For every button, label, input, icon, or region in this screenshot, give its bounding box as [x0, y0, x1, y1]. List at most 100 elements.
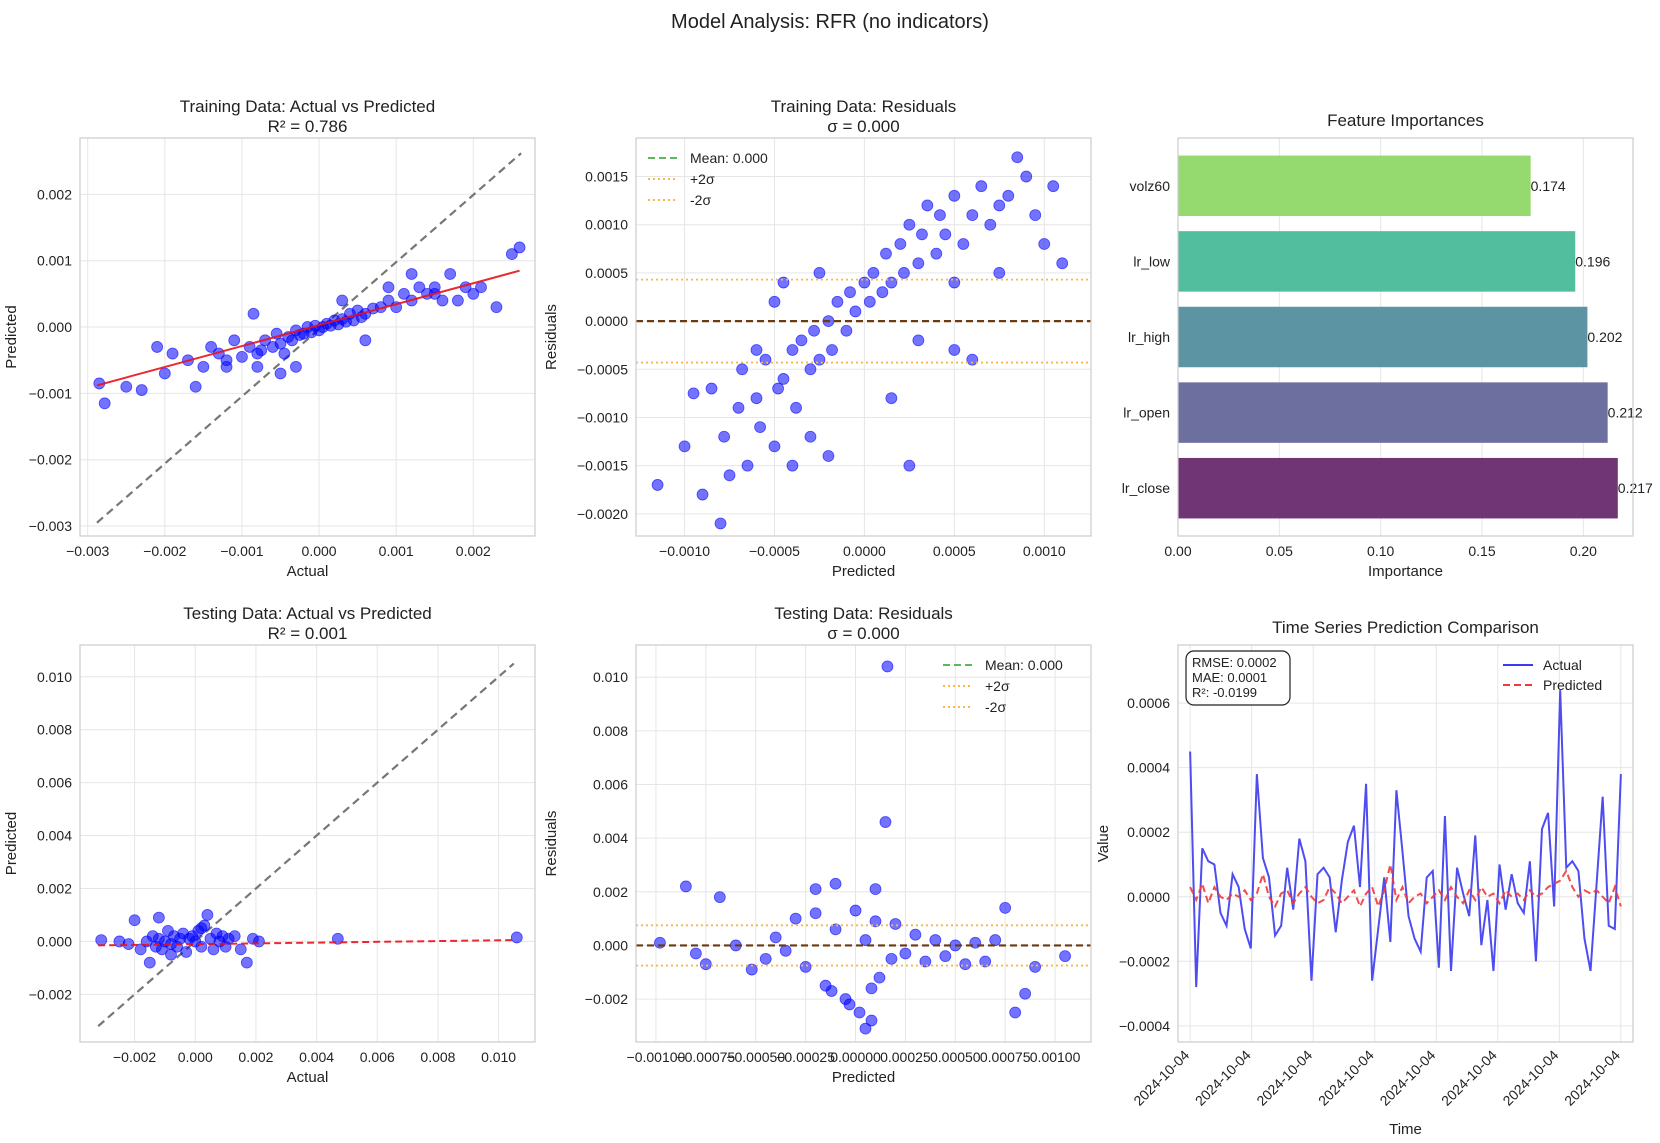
data-point: [873, 971, 886, 984]
data-point: [885, 276, 898, 289]
x-tick-label: 0.00075: [980, 1049, 1031, 1065]
data-point: [826, 344, 838, 356]
subplot-importances: Feature Importances 0.00 0.05 0.10 0.15 0.20 v…: [1122, 111, 1653, 580]
y-tick-label: 0.006: [37, 775, 72, 791]
data-point: [151, 341, 164, 353]
subplot-title: Testing Data: Actual vs Predicted: [183, 604, 432, 623]
data-point: [359, 334, 372, 347]
data-point: [909, 928, 922, 941]
data-point: [829, 877, 842, 890]
y-tick-label: 0.0015: [585, 169, 628, 185]
data-point: [95, 934, 108, 947]
series-line-predicted: [1189, 864, 1622, 910]
x-tick-label: 0.002: [238, 1049, 273, 1065]
data-point: [120, 380, 133, 393]
legend-label: Mean: 0.000: [690, 150, 768, 166]
data-point: [336, 294, 349, 307]
x-tick-label: 0.00: [1164, 543, 1191, 559]
regression-line: [98, 939, 514, 947]
y-tick-label: 0.001: [37, 253, 72, 269]
x-gridlines: [684, 138, 1045, 536]
data-point: [251, 360, 264, 373]
data-point: [1056, 257, 1069, 270]
data-point: [201, 909, 214, 921]
data-point: [777, 373, 790, 385]
y-tick-label: 0.004: [37, 828, 72, 844]
x-tick-label: 0.008: [420, 1049, 455, 1065]
scatter-points: [654, 660, 1071, 1035]
data-point: [290, 360, 302, 373]
y-tick-label: 0.000: [593, 937, 628, 953]
stats-text: MAE: 0.0001: [1192, 670, 1267, 685]
data-point: [984, 218, 997, 231]
data-point: [736, 363, 749, 376]
data-point: [234, 943, 247, 956]
x-tick-label: 2024-10-04: [1315, 1047, 1377, 1109]
y-tick-label: 0.010: [593, 669, 628, 685]
data-point: [1002, 189, 1015, 202]
data-point: [939, 950, 952, 963]
data-point: [858, 276, 871, 289]
data-point: [959, 958, 972, 971]
axes-frame: [1177, 644, 1634, 1043]
bar-value-label: 0.212: [1608, 405, 1643, 421]
data-point: [808, 324, 820, 337]
data-point: [899, 947, 912, 960]
data-point: [885, 952, 898, 965]
data-point: [859, 934, 872, 946]
data-point: [714, 517, 727, 530]
y-gridlines: [80, 676, 535, 995]
x-tick-label: 2024-10-04: [1253, 1047, 1315, 1109]
data-point: [863, 295, 876, 308]
x-tick-label: 0.10: [1367, 543, 1394, 559]
data-point: [865, 1014, 878, 1027]
data-point: [98, 397, 111, 410]
data-point: [689, 947, 702, 960]
data-point: [143, 956, 156, 969]
data-point: [713, 891, 726, 904]
x-tick-label: 0.05: [1266, 543, 1293, 559]
y-tick-label: 0.0006: [1127, 695, 1170, 711]
x-tick-label: 0.0010: [1023, 543, 1066, 559]
y-tick-label: 0.002: [37, 186, 72, 202]
data-point: [934, 209, 946, 221]
axes-frame: [79, 644, 536, 1043]
data-point: [885, 392, 898, 405]
data-point: [768, 440, 781, 453]
x-tick-label: 0.00050: [930, 1049, 981, 1065]
subplot-subtitle: σ = 0.000: [827, 624, 899, 643]
data-point: [859, 1022, 872, 1035]
data-point: [948, 344, 961, 356]
legend: Mean: 0.000 +2σ -2σ: [943, 657, 1063, 715]
data-point: [948, 189, 961, 202]
y-tick-label: −0.001: [29, 385, 72, 401]
figure-title: Model Analysis: RFR (no indicators): [671, 11, 989, 33]
data-point: [879, 816, 892, 828]
legend: Mean: 0.000 +2σ -2σ: [648, 150, 768, 208]
data-point: [247, 307, 260, 320]
data-point: [889, 918, 902, 930]
data-point: [813, 353, 826, 366]
data-point: [786, 459, 799, 472]
data-point: [205, 341, 218, 353]
legend-label: Actual: [1543, 657, 1582, 673]
data-point: [166, 347, 179, 360]
data-point: [180, 946, 193, 958]
data-point: [228, 334, 241, 347]
data-point: [975, 180, 988, 193]
y-tick-label: 0.0010: [585, 217, 628, 233]
data-point: [750, 392, 763, 405]
data-point: [134, 943, 147, 956]
y-tick-label: 0.004: [593, 830, 628, 846]
axes-frame: [79, 137, 536, 537]
subplot-title: Training Data: Actual vs Predicted: [180, 97, 435, 116]
x-tick-label: 2024-10-04: [1499, 1047, 1561, 1109]
data-point: [436, 294, 449, 307]
y-tick-label: −0.0010: [577, 409, 628, 425]
data-point: [687, 387, 700, 400]
data-point: [957, 238, 970, 250]
x-axis-label: Actual: [287, 1069, 329, 1086]
